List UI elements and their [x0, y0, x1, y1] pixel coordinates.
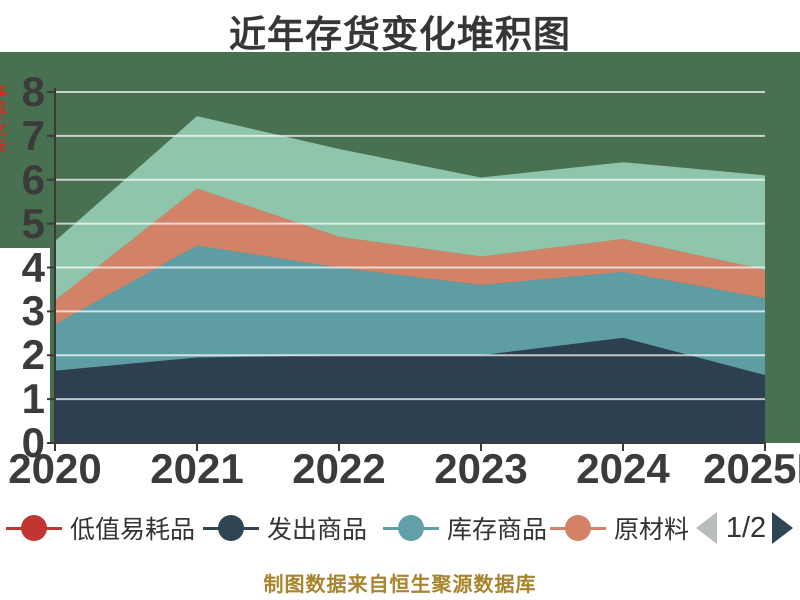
y-axis-label-1: 1 — [21, 375, 45, 423]
legend-marker-icon — [550, 515, 606, 541]
y-axis-label-6: 6 — [21, 155, 45, 203]
y-axis-label-4: 4 — [21, 243, 45, 291]
area-原材料 — [55, 188, 765, 325]
x-axis-label-2023: 2023 — [434, 445, 528, 492]
legend-marker-icon — [6, 515, 62, 541]
legend-marker-icon — [203, 515, 259, 541]
page-title: 近年存货变化堆积图 — [229, 14, 571, 55]
legend-item-发出商品[interactable]: 发出商品 — [203, 510, 367, 546]
plot-background-patch — [0, 248, 50, 443]
legend-pager-prev-icon[interactable] — [696, 512, 717, 544]
y-axis-label-2: 2 — [21, 331, 45, 379]
x-axis-label-2024: 2024 — [576, 445, 670, 492]
y-axis-label-3: 3 — [21, 287, 45, 335]
area-发出商品 — [55, 337, 765, 443]
legend-label: 库存商品 — [447, 516, 548, 544]
area-库存商品 — [55, 245, 765, 375]
y-axis-label-8: 8 — [21, 68, 45, 115]
legend-label: 原材料 — [614, 516, 690, 544]
legend-item-库存商品[interactable]: 库存商品 — [383, 510, 547, 546]
y-axis-label-0: 0 — [21, 419, 45, 466]
legend-marker-icon — [383, 515, 439, 541]
legend-item-低值易耗品[interactable]: 低值易耗品 — [6, 510, 195, 546]
y-axis-label-5: 5 — [21, 199, 45, 247]
legend-label: 低值易耗品 — [70, 516, 196, 544]
legend: 低值易耗品 发出商品 库存商品 原材料 1/2 — [0, 510, 800, 550]
y-axis-unit-text: 单位:亿元 — [0, 84, 7, 155]
x-axis-label-2022: 2022 — [292, 445, 386, 492]
legend-label: 发出商品 — [267, 516, 368, 544]
legend-pager-next-icon[interactable] — [772, 512, 793, 544]
y-axis-unit-label: 单位:亿元 — [0, 84, 7, 166]
chart-plot — [0, 52, 800, 451]
area-series-5 — [55, 116, 765, 301]
x-axis-label-2020: 2020 — [8, 445, 102, 492]
legend-pager-text: 1/2 — [725, 512, 767, 544]
legend-item-原材料[interactable]: 原材料 — [550, 510, 689, 546]
x-axis-label-2021: 2021 — [150, 445, 244, 492]
x-axis-label-2025H: 2025H — [703, 445, 800, 492]
y-axis-label-7: 7 — [21, 111, 45, 159]
footer-note: 制图数据来自恒生聚源数据库 — [263, 574, 537, 596]
